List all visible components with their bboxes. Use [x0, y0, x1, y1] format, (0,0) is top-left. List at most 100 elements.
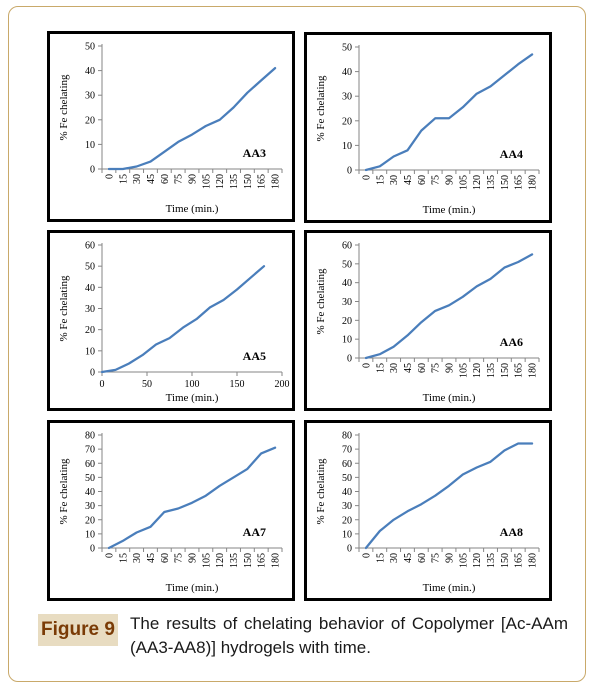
- x-axis-title: Time (min.): [423, 204, 476, 216]
- figure-label: Figure 9: [38, 614, 118, 646]
- y-tick-label: 60: [342, 459, 352, 470]
- y-tick-label: 30: [85, 91, 95, 102]
- y-tick-label: 0: [90, 544, 95, 555]
- x-tick-label: 90: [188, 174, 199, 184]
- x-tick-label: 150: [500, 175, 511, 190]
- x-tick-label: 135: [229, 174, 240, 189]
- x-tick-label: 75: [174, 553, 185, 563]
- y-tick-label: 20: [342, 316, 352, 327]
- x-tick-label: 105: [458, 175, 469, 190]
- y-tick-label: 80: [342, 431, 352, 442]
- series-line: [100, 265, 266, 374]
- x-tick-label: 165: [514, 553, 525, 568]
- x-tick-label: 105: [201, 174, 212, 189]
- y-tick-label: 50: [342, 473, 352, 484]
- chart-title: AA6: [500, 335, 523, 349]
- chart-title: AA5: [243, 349, 266, 363]
- x-tick-label: 75: [431, 363, 442, 373]
- x-tick-label: 90: [445, 553, 456, 563]
- x-tick-label: 45: [146, 174, 157, 184]
- y-tick-label: 0: [90, 165, 95, 176]
- x-tick-label: 15: [118, 553, 129, 563]
- x-tick-label: 120: [215, 553, 226, 568]
- x-tick-label: 120: [472, 175, 483, 190]
- y-tick-label: 0: [347, 166, 352, 177]
- x-tick-label: 180: [271, 553, 282, 568]
- x-tick-label: 135: [486, 553, 497, 568]
- y-tick-label: 60: [342, 241, 352, 252]
- x-tick-label: 15: [375, 553, 386, 563]
- x-axis-title: Time (min.): [166, 203, 219, 215]
- x-tick-label: 180: [528, 553, 539, 568]
- series-line: [107, 66, 277, 171]
- x-tick-label: 60: [417, 553, 428, 563]
- x-tick-label: 180: [271, 174, 282, 189]
- chart-title: AA4: [500, 147, 523, 161]
- y-tick-label: 10: [342, 529, 352, 540]
- chart-aa5: 0 10 20 30 40 50 60 0 50 100 150 200 AA5 Time (min.)%…: [58, 241, 290, 405]
- x-tick-label: 30: [389, 553, 400, 563]
- y-tick-label: 50: [85, 262, 95, 273]
- y-axis-title: % Fe chelating: [315, 268, 327, 334]
- x-tick-label: 30: [132, 174, 143, 184]
- y-axis-title: % Fe chelating: [58, 275, 70, 341]
- x-tick-label: 30: [389, 363, 400, 373]
- chart-panel-aa5: 0 10 20 30 40 50 60 0 50 100 150 200 AA5 Time (min.)%…: [47, 230, 295, 411]
- y-tick-label: 60: [85, 241, 95, 252]
- y-tick-label: 20: [342, 116, 352, 127]
- y-tick-label: 20: [85, 115, 95, 126]
- x-tick-label: 105: [458, 553, 469, 568]
- y-axis-title: % Fe chelating: [315, 75, 327, 141]
- x-tick-label: 0: [361, 175, 372, 180]
- y-tick-label: 0: [347, 544, 352, 555]
- x-tick-label: 75: [431, 175, 442, 185]
- x-tick-label: 60: [160, 553, 171, 563]
- y-axis-title: % Fe chelating: [58, 74, 70, 140]
- x-tick-label: 90: [188, 553, 199, 563]
- x-tick-label: 180: [528, 175, 539, 190]
- y-tick-label: 0: [347, 354, 352, 365]
- x-tick-label: 60: [417, 363, 428, 373]
- y-tick-label: 40: [85, 66, 95, 77]
- y-tick-label: 10: [85, 140, 95, 151]
- chart-panel-aa3: 0 10 20 30 40 50 0 15 30 45 60 75 90 105 120 135 150 165 1…: [47, 31, 295, 222]
- y-tick-label: 20: [85, 515, 95, 526]
- y-tick-label: 70: [85, 445, 95, 456]
- y-tick-label: 20: [85, 325, 95, 336]
- x-tick-label: 75: [431, 553, 442, 563]
- x-tick-label: 15: [375, 175, 386, 185]
- y-tick-label: 30: [342, 92, 352, 103]
- x-tick-label: 105: [458, 363, 469, 378]
- x-tick-label: 30: [389, 175, 400, 185]
- chart-panel-aa4: 0 10 20 30 40 50 0 15 30 45 60 75 90 105 120 135 150 165 1…: [304, 32, 552, 223]
- y-tick-label: 30: [85, 304, 95, 315]
- x-tick-label: 45: [403, 175, 414, 185]
- y-tick-label: 40: [342, 278, 352, 289]
- x-tick-label: 0: [361, 363, 372, 368]
- y-tick-label: 40: [342, 487, 352, 498]
- chart-panel-aa7: 0 10 20 30 40 50 60 70 80 0 15 30 45 60 75 90 105 120 135 1…: [47, 420, 295, 601]
- x-axis-title: Time (min.): [166, 392, 219, 404]
- x-tick-label: 120: [472, 553, 483, 568]
- y-tick-label: 0: [90, 368, 95, 379]
- y-axis-title: % Fe chelating: [315, 458, 327, 524]
- x-tick-label: 165: [257, 174, 268, 189]
- x-tick-label: 0: [361, 553, 372, 558]
- x-tick-label: 0: [104, 553, 115, 558]
- x-tick-label: 50: [142, 379, 152, 390]
- x-tick-label: 165: [257, 553, 268, 568]
- y-tick-label: 50: [342, 259, 352, 270]
- x-tick-label: 200: [275, 379, 290, 390]
- figure-caption: Figure 9 The results of chelating behavi…: [38, 612, 568, 668]
- x-tick-label: 45: [403, 363, 414, 373]
- x-axis-title: Time (min.): [423, 582, 476, 594]
- x-tick-label: 0: [104, 174, 115, 179]
- y-tick-label: 10: [342, 141, 352, 152]
- y-tick-label: 40: [85, 283, 95, 294]
- x-tick-label: 150: [243, 174, 254, 189]
- chart-panel-aa6: 0 10 20 30 40 50 60 0 15 30 45 60 75 90 105 120 135 150 16…: [304, 230, 552, 411]
- x-tick-label: 60: [160, 174, 171, 184]
- y-tick-label: 50: [342, 43, 352, 54]
